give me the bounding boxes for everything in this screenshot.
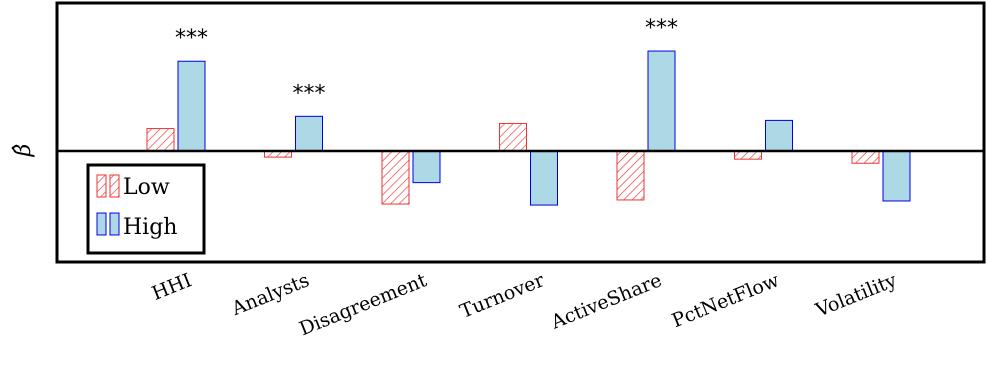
legend-swatch-high-b (109, 212, 120, 236)
y-axis-label: β̂ (11, 144, 36, 158)
legend-label-high: High (123, 215, 177, 240)
bar-low-turnover (499, 122, 527, 152)
plot-frame (55, 1, 986, 264)
bar-high-turnover (530, 150, 558, 206)
bar-high-analysts (295, 115, 323, 152)
legend-swatch-low-b (109, 174, 120, 198)
x-tick-pctnetflow: PctNetFlow (669, 269, 783, 332)
x-tick-disagreement: Disagreement (296, 269, 430, 340)
x-tick-analysts: Analysts (228, 269, 312, 320)
bar-high-hhi (177, 60, 206, 152)
bar-low-disagreement (381, 150, 410, 205)
legend-swatch-low-a (96, 174, 107, 198)
significance-analysts: *** (293, 81, 326, 106)
legend: Low High (86, 163, 206, 255)
x-tick-turnover: Turnover (457, 269, 548, 323)
bar-high-disagreement (412, 150, 441, 184)
x-tick-hhi: HHI (149, 269, 195, 305)
bar-high-pctnetflow (765, 119, 793, 152)
bar-low-hhi (146, 128, 175, 152)
significance-hhi: *** (175, 26, 208, 51)
bar-high-activeshare (647, 50, 676, 152)
bar-high-volatility (882, 150, 911, 202)
legend-box (86, 163, 206, 255)
significance-activeshare: *** (645, 16, 678, 41)
x-tick-activeshare: ActiveShare (547, 269, 665, 334)
bar-low-volatility (851, 150, 880, 164)
legend-swatch-high-a (96, 212, 107, 236)
legend-label-low: Low (123, 175, 170, 200)
plot-area: *** *** *** (55, 1, 986, 264)
x-tick-volatility: Volatility (812, 269, 900, 322)
bar-low-activeshare (616, 150, 645, 201)
